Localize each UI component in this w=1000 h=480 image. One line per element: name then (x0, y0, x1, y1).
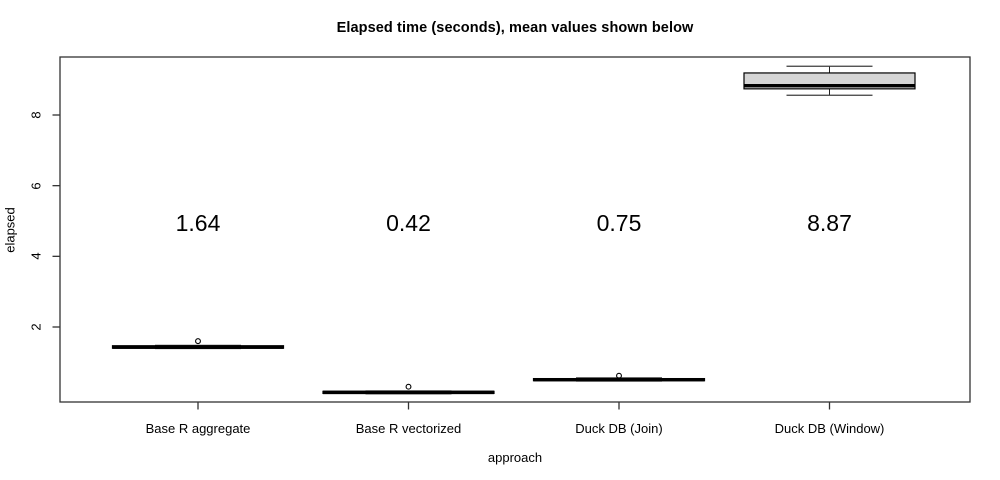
chart-title: Elapsed time (seconds), mean values show… (336, 20, 694, 36)
plot-frame (59, 56, 971, 403)
y-tick-label: 2 (28, 323, 44, 331)
outlier-point (405, 383, 412, 390)
mean-label: 0.42 (386, 210, 431, 236)
mean-label: 0.75 (596, 210, 642, 236)
mean-label: 1.64 (175, 210, 221, 236)
x-tick-label: Base R vectorized (355, 421, 462, 436)
y-tick-label: 6 (28, 182, 44, 190)
outlier-point (616, 372, 622, 379)
y-tick-label: 8 (28, 111, 44, 119)
y-tick-label: 4 (28, 252, 44, 260)
outlier-point (195, 338, 201, 345)
x-axis-title: approach (487, 450, 543, 465)
y-axis-title: elapsed (2, 207, 18, 253)
x-tick-label: Duck DB (Join) (575, 421, 663, 436)
x-tick-label: Duck DB (Window) (774, 421, 885, 436)
x-tick-label: Base R aggregate (145, 421, 251, 436)
mean-label: 8.87 (807, 210, 852, 236)
